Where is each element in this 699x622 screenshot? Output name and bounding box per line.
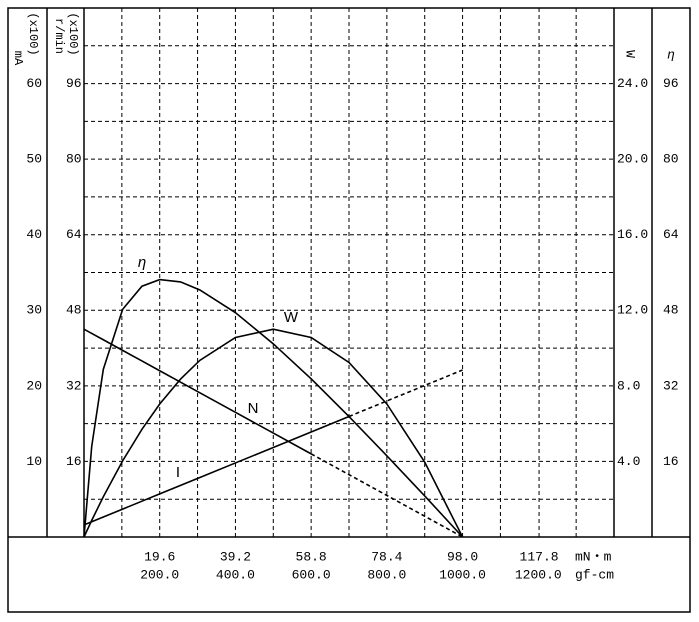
y3-tick-label: 12.0 bbox=[617, 303, 648, 318]
y2-tick-label: 32 bbox=[66, 378, 82, 393]
x2-tick-label: 800.0 bbox=[367, 567, 406, 582]
y-axis-scale: (x100) bbox=[26, 12, 40, 55]
y4-tick-label: 32 bbox=[663, 378, 679, 393]
x2-axis-unit: gf-cm bbox=[575, 567, 614, 582]
x-axis-unit: mN・m bbox=[575, 549, 612, 564]
y3-tick-label: 24.0 bbox=[617, 76, 648, 91]
curve-label: W bbox=[284, 309, 299, 326]
y4-tick-label: 80 bbox=[663, 152, 679, 167]
y2-tick-label: 64 bbox=[66, 227, 82, 242]
curve bbox=[83, 328, 312, 455]
y-tick-label: 60 bbox=[26, 76, 42, 91]
y3-tick-label: 20.0 bbox=[617, 152, 648, 167]
x-tick-label: 117.8 bbox=[520, 549, 559, 564]
y2-axis-scale: (x100) bbox=[66, 12, 80, 55]
y4-tick-label: 16 bbox=[663, 454, 679, 469]
x-tick-label: 39.2 bbox=[220, 549, 251, 564]
y4-tick-label: 48 bbox=[663, 303, 679, 318]
x-tick-label: 78.4 bbox=[371, 549, 402, 564]
x2-tick-label: 1200.0 bbox=[515, 567, 562, 582]
y-tick-label: 40 bbox=[26, 227, 42, 242]
y3-axis-unit: W bbox=[623, 50, 638, 58]
curve-extrapolated bbox=[348, 369, 463, 418]
curve-label: η bbox=[138, 254, 146, 271]
y3-tick-label: 4.0 bbox=[617, 454, 640, 469]
y2-tick-label: 16 bbox=[66, 454, 82, 469]
curve-label: I bbox=[176, 464, 180, 481]
y-tick-label: 10 bbox=[26, 454, 42, 469]
curve-label: N bbox=[248, 400, 259, 417]
y2-tick-label: 48 bbox=[66, 303, 82, 318]
y-axis-unit: mA bbox=[11, 51, 25, 66]
y4-axis-unit: η bbox=[667, 47, 675, 62]
y-tick-label: 50 bbox=[26, 152, 42, 167]
curve-extrapolated bbox=[310, 453, 463, 538]
x2-tick-label: 400.0 bbox=[216, 567, 255, 582]
y2-tick-label: 96 bbox=[66, 76, 82, 91]
y-tick-label: 20 bbox=[26, 378, 42, 393]
y3-tick-label: 8.0 bbox=[617, 378, 640, 393]
curve bbox=[83, 415, 350, 526]
curve bbox=[83, 328, 464, 538]
x-tick-label: 98.0 bbox=[447, 549, 478, 564]
y4-tick-label: 96 bbox=[663, 76, 679, 91]
x-tick-label: 19.6 bbox=[144, 549, 175, 564]
x2-tick-label: 1000.0 bbox=[439, 567, 486, 582]
y4-tick-label: 64 bbox=[663, 227, 679, 242]
x2-tick-label: 200.0 bbox=[140, 567, 179, 582]
y3-tick-label: 16.0 bbox=[617, 227, 648, 242]
y-tick-label: 30 bbox=[26, 303, 42, 318]
x2-tick-label: 600.0 bbox=[292, 567, 331, 582]
x-tick-label: 58.8 bbox=[296, 549, 327, 564]
curve bbox=[83, 278, 464, 538]
y2-axis-unit: r/min bbox=[52, 18, 66, 54]
y2-tick-label: 80 bbox=[66, 152, 82, 167]
